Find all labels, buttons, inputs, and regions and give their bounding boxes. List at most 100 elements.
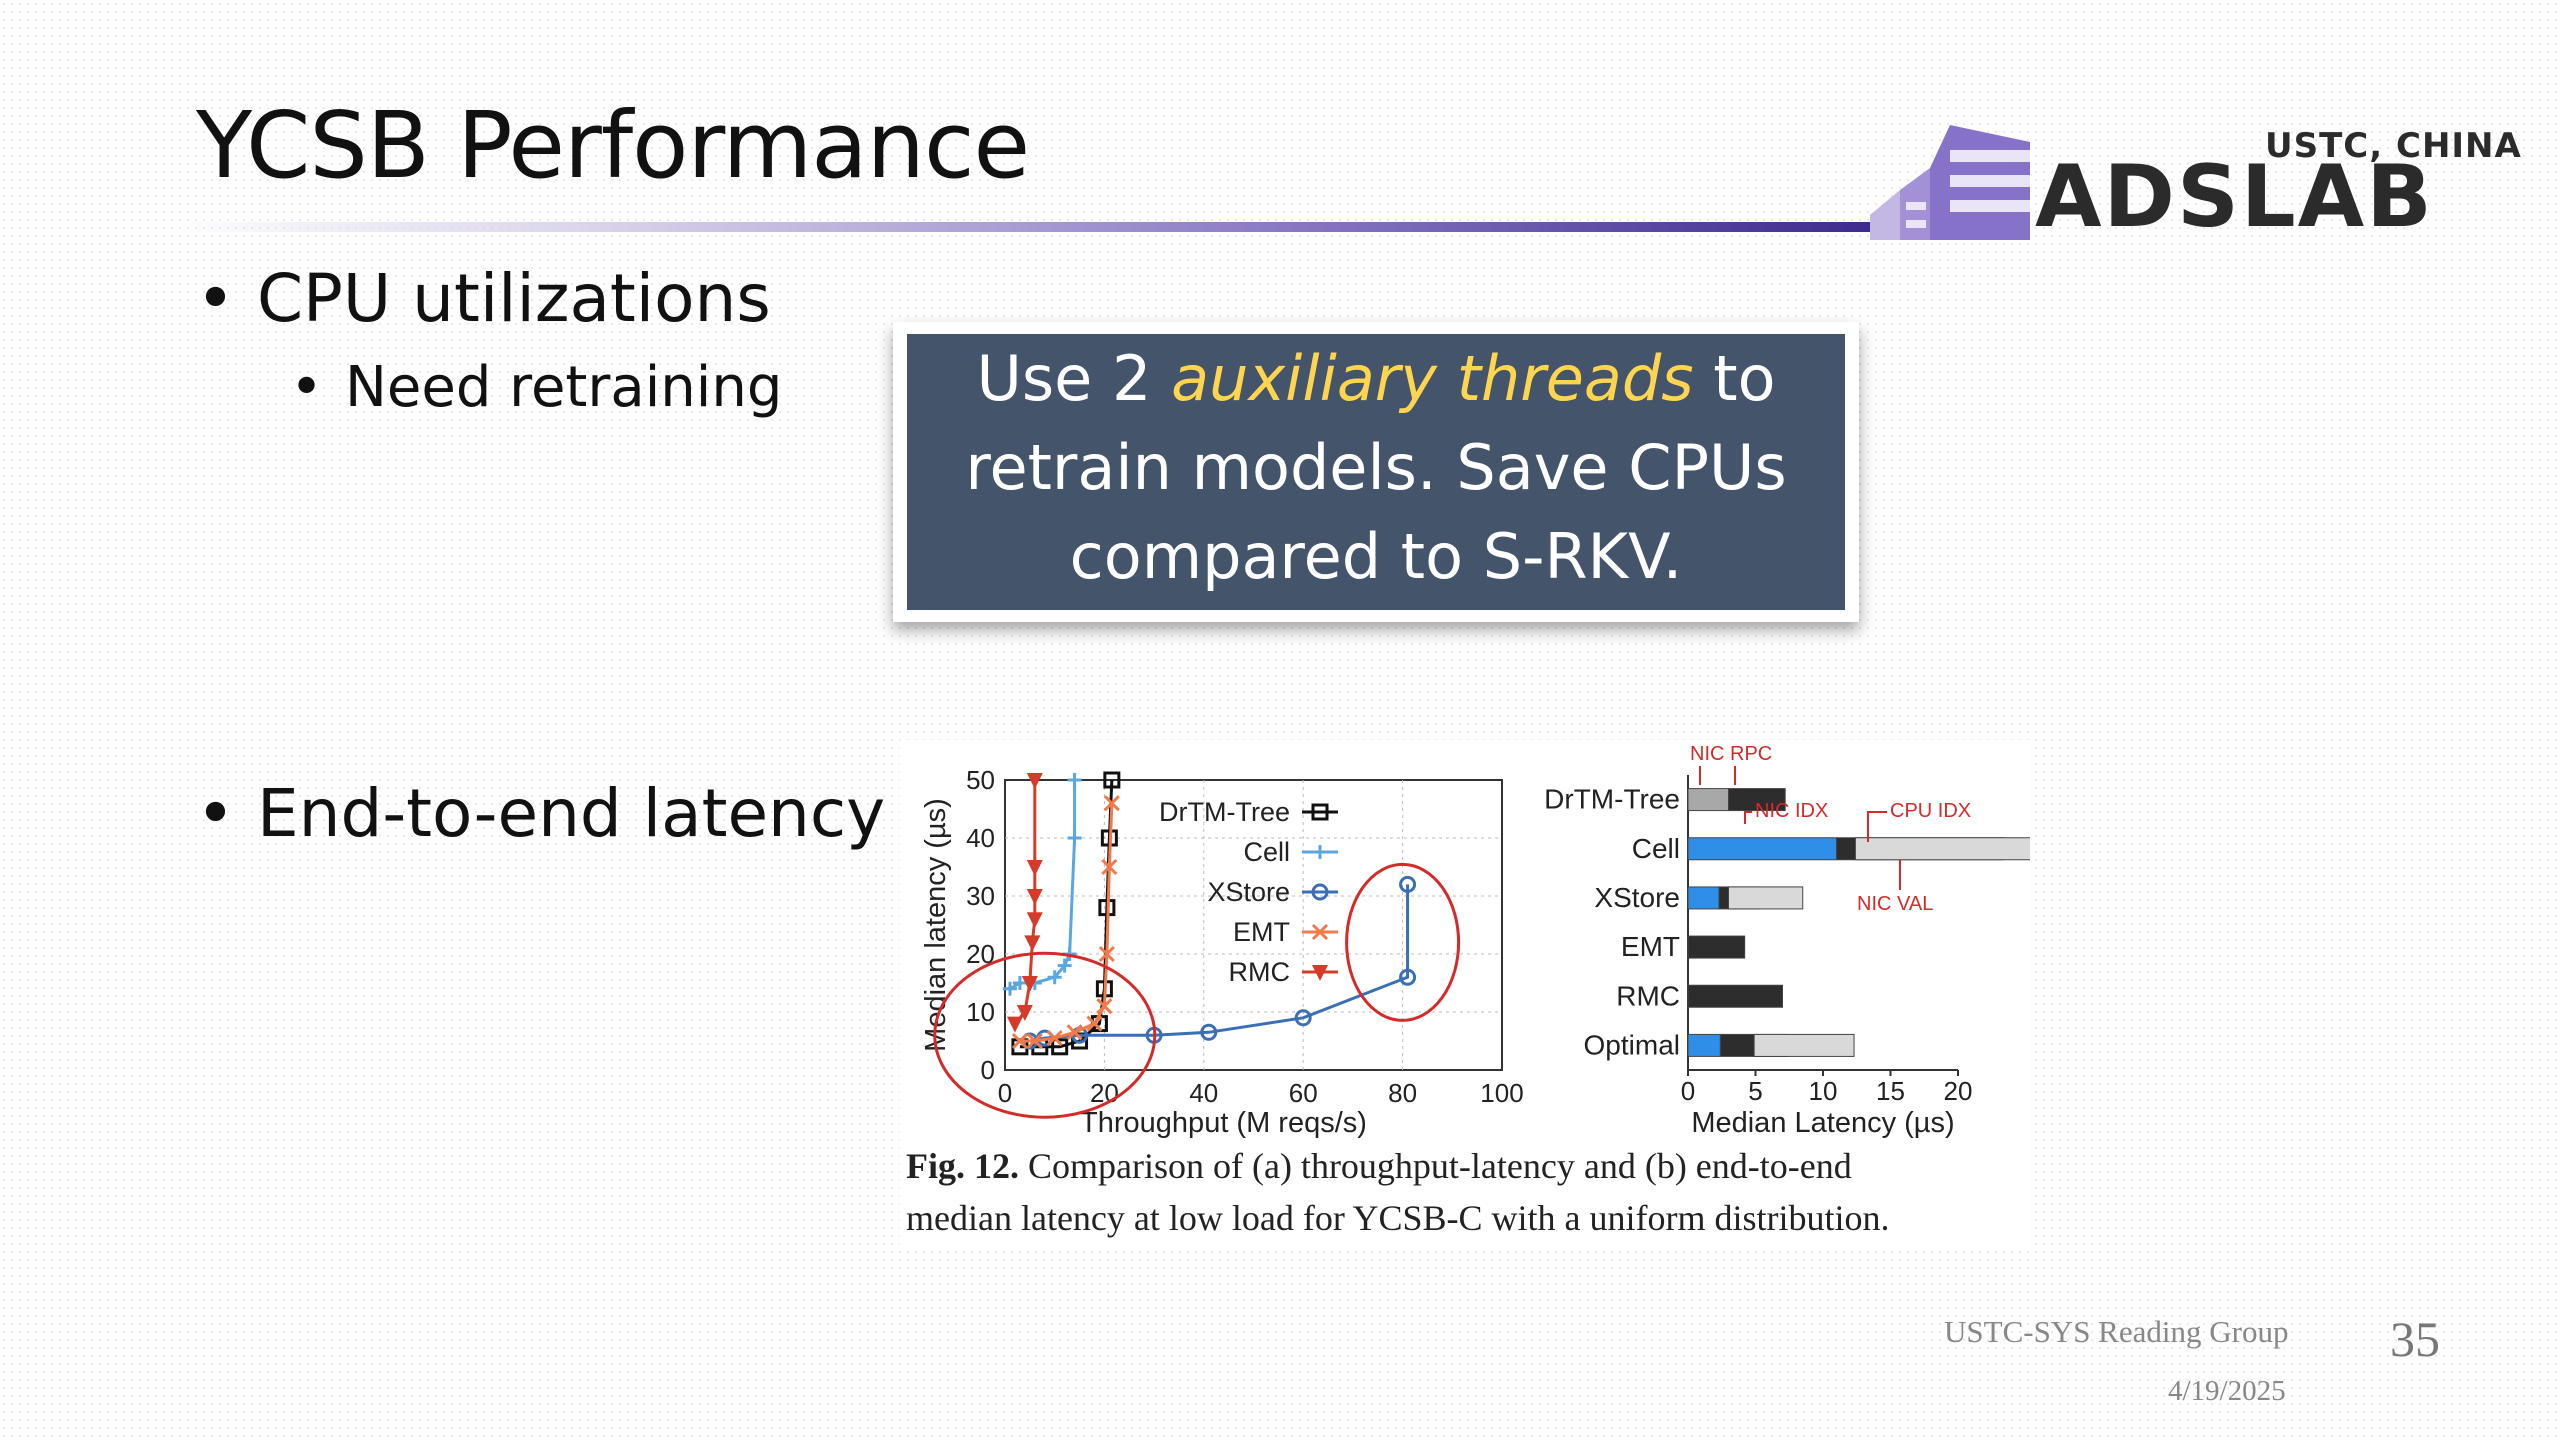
chart-a-point [1046,1030,1063,1047]
chart-b-annotation-connector [1744,811,1752,824]
chart-b-xtick-label: 20 [1944,1076,1973,1106]
chart-a-point [1399,875,1417,893]
bullet-text: End-to-end latency [256,775,886,852]
chart-b-xtick-label: 0 [1681,1076,1695,1106]
chart-a-legend-marker [1313,845,1327,859]
footer-date: 4/19/2025 [2168,1375,2286,1407]
figure: 0 10 20 30 40 50 0 20 40 60 80 100 Throughput (M req… [900,740,2058,1250]
logo-wordmark: ADSLAB [2035,147,2434,247]
chart-a-point [1026,912,1043,929]
caption-line-2: median latency at low load for YCSB-C wi… [906,1198,1890,1238]
chart-a-point [1200,1023,1218,1041]
title-underline [180,222,1880,232]
bullet-dot-icon: • [196,260,235,337]
bullet-dot-icon: • [290,355,324,420]
chart-a-ytick-label: 10 [966,997,995,1027]
chart-b-xlabel: Median Latency (µs) [1691,1107,1954,1139]
chart-a-ytick-label: 50 [966,765,995,795]
callout-line-2: retrain models. Save CPUs [965,431,1787,504]
chart-a-legend-label: Cell [1243,837,1290,867]
chart-b-bar-segment [1728,886,1804,910]
chart-a-point [1103,771,1121,789]
chart-a-point [1067,831,1082,845]
chart-b-category-label: DrTM-Tree [1544,784,1680,815]
chart-a-ytick-label: 40 [966,823,995,853]
caption-text: Comparison of (a) throughput-latency and… [1019,1146,1852,1186]
chart-a-ylabel: Median latency (µs) [920,798,952,1052]
chart-b-annotation-label: NIC IDX [1755,800,1828,822]
chart-a-xlabel: Throughput (M reqs/s) [1080,1107,1367,1139]
chart-b-bar-segment [1728,788,1786,812]
chart-b-xtick-label: 15 [1876,1076,1905,1106]
chart-a-xtick-label: 40 [1189,1078,1218,1108]
chart-a-point [1016,1005,1033,1021]
caption-label: Fig. 12. [906,1146,1019,1186]
chart-a-point [1011,1032,1028,1050]
chart-a-point [1002,981,1017,996]
chart-b-bar-segment [1687,788,1729,812]
chart-a-plot-area [1004,779,1503,1071]
chart-b-annotation-label: NIC VAL [1857,893,1933,915]
chart-a-xtick-label: 0 [998,1078,1012,1108]
callout-line-1: Use 2 auxiliary threads to [907,334,1845,423]
bullet-text: CPU utilizations [256,260,771,337]
chart-a-point [1047,970,1062,985]
chart-b-bar-segment [1854,837,2058,861]
chart-a-legend-label: EMT [1233,917,1290,947]
chart-b-category-label: XStore [1594,882,1680,913]
sub-bullet-need-retraining: • Need retraining [290,355,782,420]
callout-line-3: compared to S-RKV. [1069,520,1683,593]
chart-b-annotation-connector [1699,766,1736,785]
chart-a-annotation-ellipse [933,951,1157,1119]
bullet-cpu-utilizations: • CPU utilizations [196,260,771,337]
chart-b-annotation-label: NIC RPC [1690,743,1772,765]
chart-a-point [1026,1032,1043,1050]
bullet-end-to-end-latency: • End-to-end latency [196,775,885,852]
building-icon [1870,125,2030,240]
sub-bullet-text: Need retraining [345,355,783,420]
bullet-dot-icon: • [196,775,235,852]
chart-a-legend-marker [1311,923,1329,941]
chart-b-bar-segment [1687,886,1720,910]
chart-a-point [1103,795,1120,812]
chart-a-point [1026,860,1043,876]
chart-b-bar-segment [1753,1033,1855,1057]
chart-a-point [1026,889,1043,905]
chart-a-xtick-label: 80 [1388,1078,1417,1108]
chart-a-point [1024,935,1041,952]
chart-a-point [1066,1024,1083,1041]
chart-a-point [1086,1015,1103,1032]
adslab-logo: USTC, CHINA ADSLAB [1870,110,2530,240]
callout-highlight: auxiliary threads [1171,342,1694,415]
chart-a-legend-label: XStore [1207,877,1290,907]
chart-a-point [1006,1016,1023,1033]
chart-a-ytick-label: 30 [966,881,995,911]
chart-a-point [1294,1009,1312,1027]
chart-b-bar-segment [1687,837,1837,861]
chart-a-legend-marker [1312,965,1328,981]
chart-a-point [1096,998,1113,1015]
chart-a-legend-marker [1311,883,1329,901]
chart-a-legend-label: DrTM-Tree [1159,797,1290,827]
chart-b-bar-segment [1687,935,1746,959]
chart-a-point [1051,1038,1069,1056]
chart-b-category-label: RMC [1616,980,1680,1011]
figure-caption: Fig. 12. Comparison of (a) throughput-la… [906,1140,2036,1244]
logo-subtitle: USTC, CHINA [2265,126,2522,166]
caption-line-1: Fig. 12. Comparison of (a) throughput-la… [906,1140,2036,1192]
chart-a-annotation-ellipse [1345,862,1461,1022]
chart-b-xtick-label: 5 [1748,1076,1762,1106]
chart-a-point [1098,945,1115,963]
chart-a-xtick-label: 100 [1480,1078,1523,1108]
chart-b-category-label: EMT [1621,931,1680,962]
chart-a-point [1057,958,1072,973]
chart-a-legend-label: RMC [1229,957,1291,987]
chart-b-category-label: Cell [1632,833,1680,864]
chart-a-point [1101,858,1118,876]
chart-a-point [1067,773,1082,787]
chart-b-annotation-connector [1867,811,1887,842]
chart-b-annotation-label: CPU IDX [1890,800,1971,822]
chart-b-bar-segment [1687,1033,1721,1057]
chart-b-xtick-label: 10 [1809,1076,1838,1106]
